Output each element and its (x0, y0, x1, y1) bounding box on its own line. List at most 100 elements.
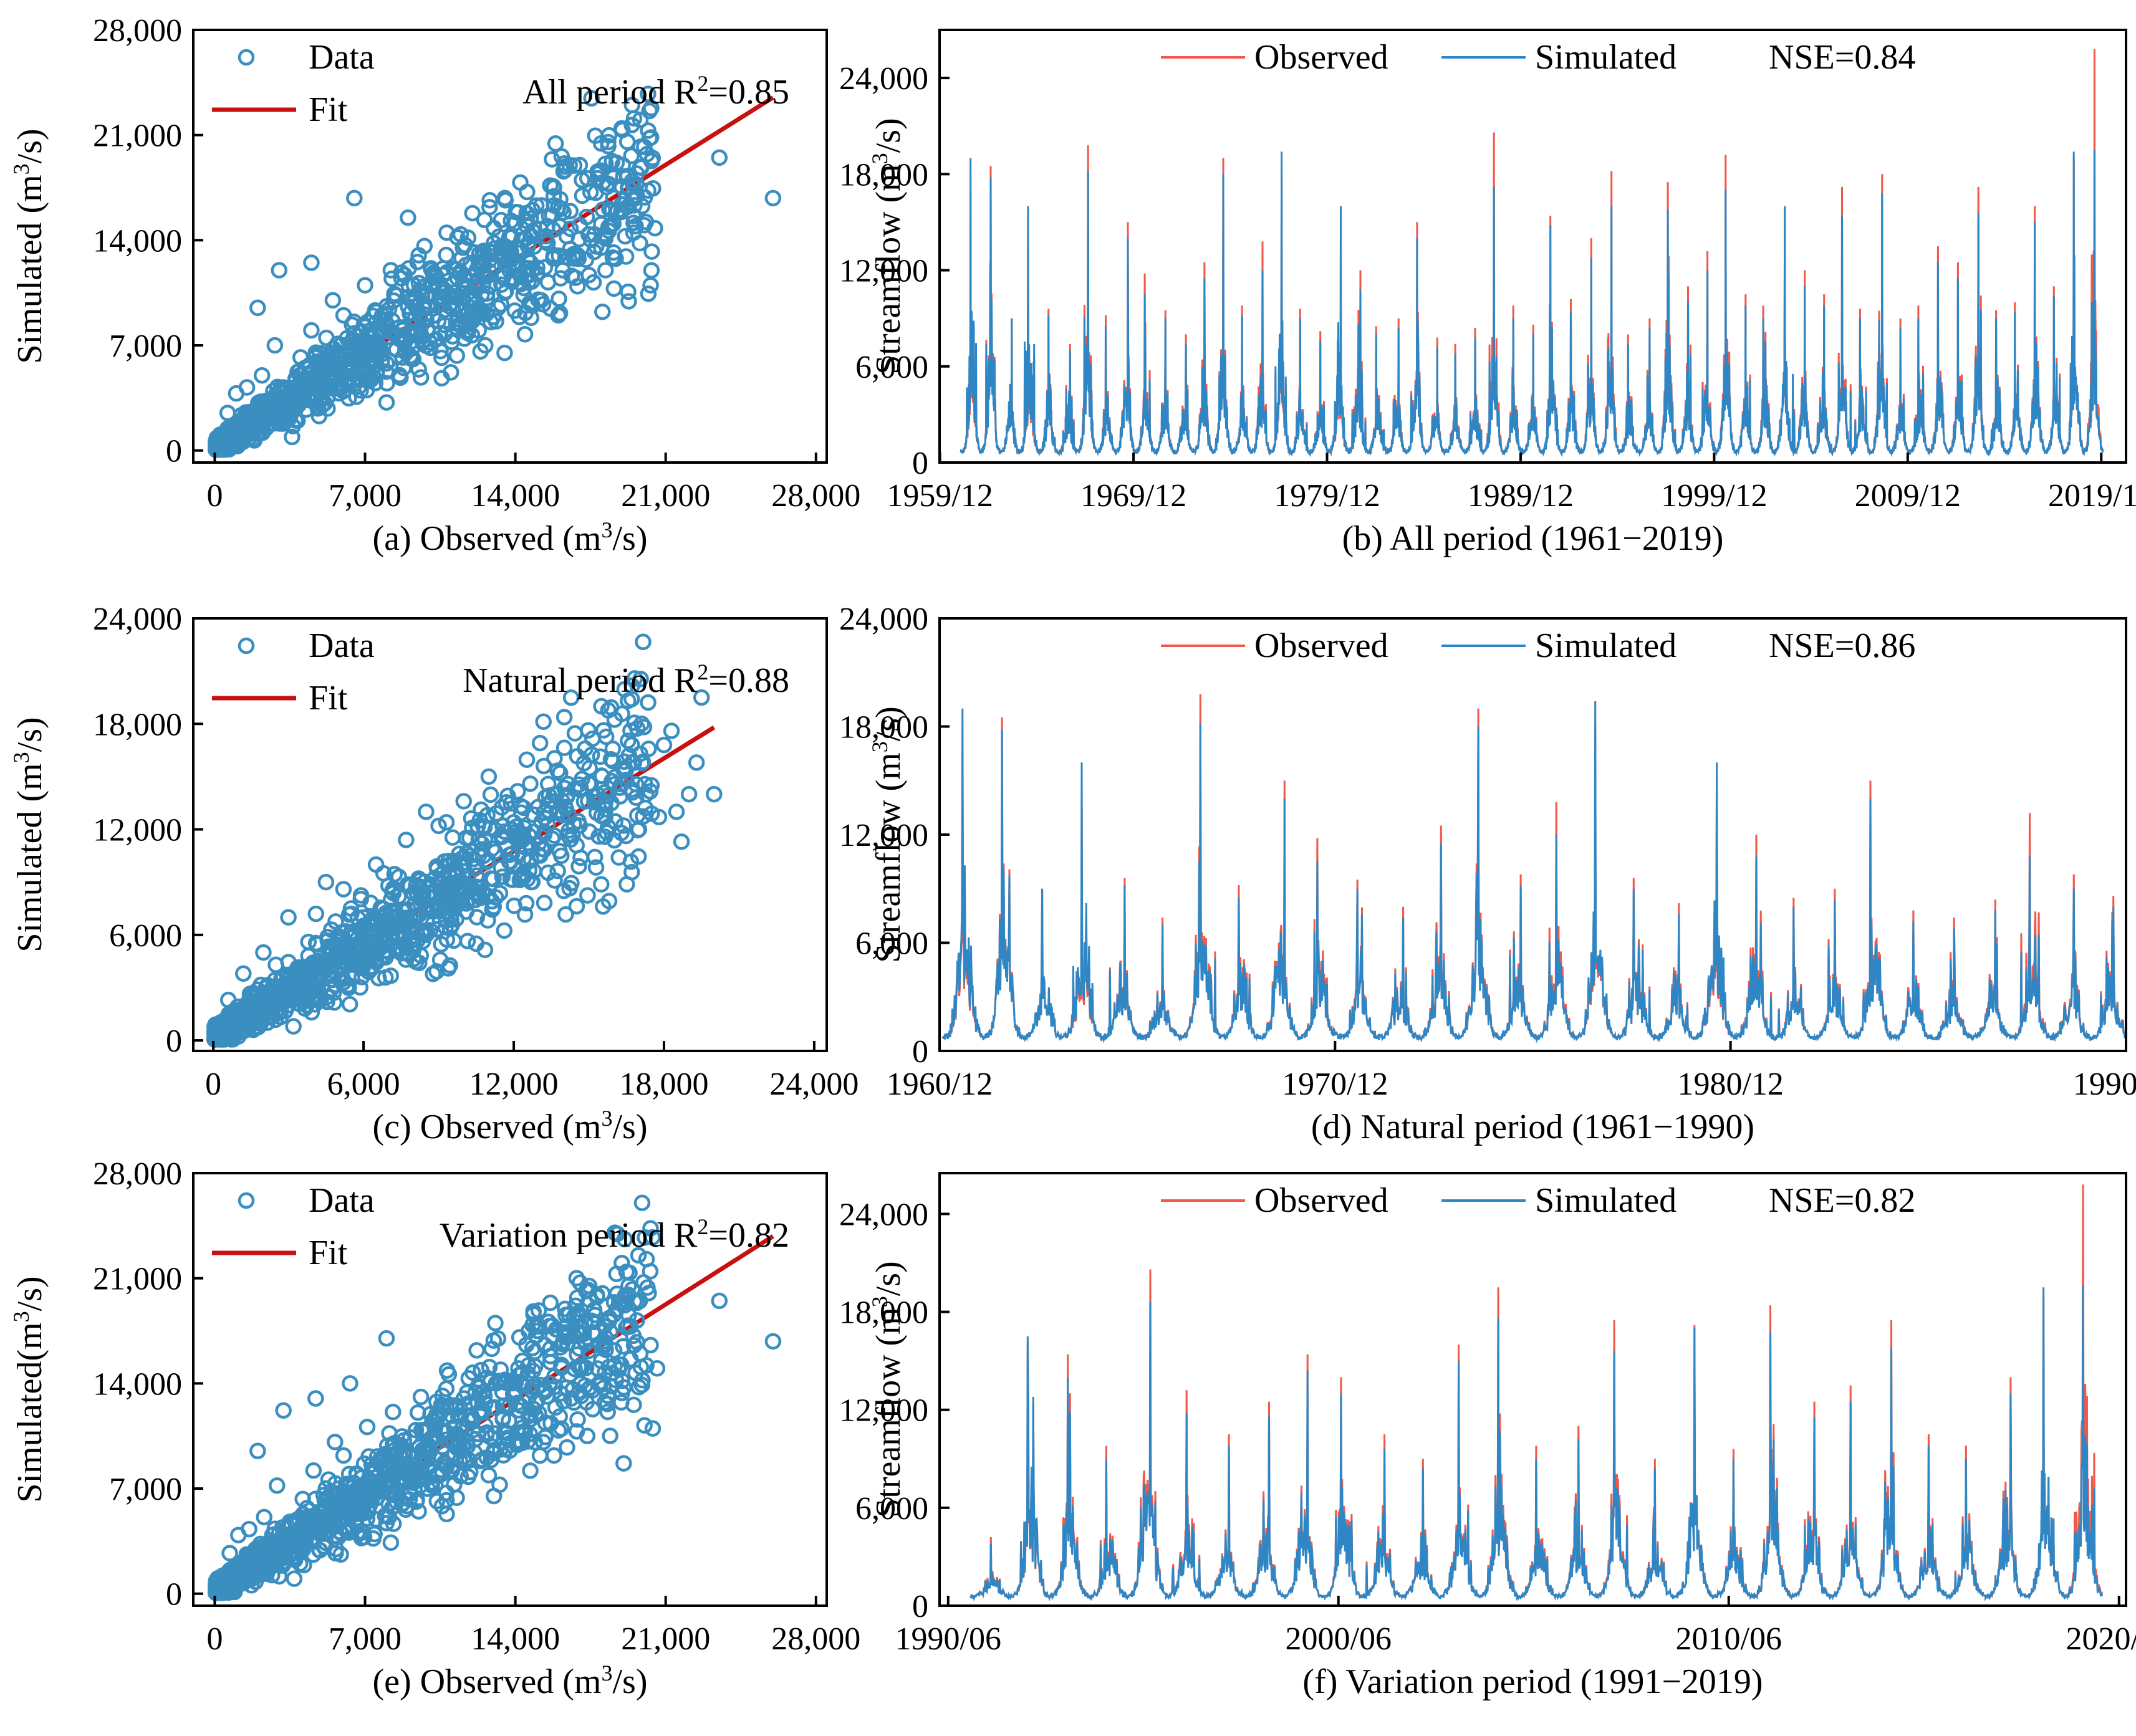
data-point (461, 829, 478, 846)
data-point (386, 325, 403, 342)
data-point (428, 1493, 446, 1510)
data-point (544, 1328, 561, 1345)
y-tick-label: 12,000 (93, 813, 182, 848)
r2-annotation-sup: 2 (697, 71, 708, 96)
x-tick-label: 28,000 (771, 478, 860, 514)
panel-f: 1990/06 2000/06 2010/06 2020/06 0 6,000 12,000… (839, 1172, 2136, 1701)
data-point (377, 942, 394, 959)
legend-fit-label: Fit (309, 679, 348, 717)
data-point (351, 372, 368, 388)
legend-data-marker (238, 1192, 255, 1209)
data-point (501, 1412, 517, 1429)
data-point (416, 922, 433, 939)
data-point (360, 1490, 378, 1507)
panel-b: 1959/12 1969/12 1979/12 1989/12 1999/12 2009/… (839, 29, 2136, 558)
data-point (469, 885, 487, 901)
x-axis-title: (a) Observed (m3/s) (373, 517, 648, 558)
data-point (632, 1345, 649, 1362)
data-point (221, 1025, 238, 1042)
data-point (680, 785, 698, 803)
data-point (623, 117, 640, 133)
x-axis-title-sup: 3 (601, 517, 612, 542)
data-point (368, 1489, 385, 1507)
x-axis-title-sup: 3 (601, 1661, 612, 1686)
plot-area-a (207, 85, 782, 458)
data-point (711, 149, 728, 166)
axes-frame (938, 29, 2127, 464)
nse-annotation: NSE=0.82 (1769, 1181, 1915, 1220)
data-point (406, 896, 423, 913)
data-point (644, 1420, 661, 1437)
data-point (431, 951, 449, 969)
data-point (450, 874, 467, 891)
data-point (562, 689, 580, 706)
data-point (589, 1288, 605, 1306)
x-tick-label: 21,000 (621, 1621, 710, 1657)
r2-annotation: All period R2=0.85 (522, 71, 789, 112)
data-point (381, 1425, 398, 1442)
data-point (609, 202, 626, 219)
data-point (340, 390, 357, 407)
data-point (764, 1333, 782, 1350)
legend-fit-label: Fit (309, 1234, 348, 1272)
data-point (275, 1402, 292, 1419)
data-point (764, 189, 782, 207)
data-point (581, 759, 598, 777)
data-point (668, 803, 685, 820)
x-tick-label: 1960/12 (887, 1067, 993, 1102)
x-tick-label: 7,000 (329, 478, 402, 514)
data-point (402, 347, 419, 365)
data-point (522, 1405, 539, 1422)
data-point (407, 953, 425, 971)
data-point (445, 853, 462, 870)
data-point (344, 970, 360, 987)
legend-simulated-label: Simulated (1535, 1181, 1677, 1220)
data-point (504, 269, 521, 286)
plot-area-e (207, 1194, 782, 1601)
data-point (313, 364, 330, 381)
data-point (602, 217, 619, 234)
data-point (549, 862, 566, 880)
y-axis-title-unit: /s) (869, 118, 908, 153)
data-point (516, 326, 534, 343)
data-point (402, 916, 420, 934)
data-point (551, 305, 569, 322)
data-point (235, 965, 252, 982)
legend-data-label: Data (309, 38, 375, 77)
data-point (635, 633, 652, 650)
data-point (485, 219, 503, 237)
data-point (540, 775, 557, 792)
data-point (483, 870, 499, 887)
data-point (630, 1247, 647, 1264)
data-point (274, 415, 291, 432)
x-axis-title-text: (a) Observed (m (373, 519, 602, 558)
panel-a: 0 7,000 14,000 21,000 28,000 0 7,000 14,000 21,0… (9, 13, 860, 558)
data-point (402, 1470, 418, 1487)
data-point (428, 860, 446, 878)
y-tick-label: 0 (166, 1024, 182, 1059)
data-point (255, 944, 272, 961)
data-point (208, 438, 224, 454)
r2-annotation-sup: 2 (697, 1214, 708, 1239)
data-point (633, 1194, 651, 1211)
data-point (637, 1229, 653, 1246)
y-tick-label: 0 (912, 1034, 928, 1070)
data-point (596, 1336, 613, 1353)
data-point (417, 1441, 434, 1457)
data-point (640, 285, 657, 302)
r2-annotation-value: =0.85 (708, 73, 789, 112)
data-point (377, 1473, 395, 1490)
data-point (550, 1422, 567, 1439)
data-point (625, 754, 643, 771)
y-axis-title-text: Simulated (m (11, 763, 49, 952)
data-point (497, 192, 514, 209)
data-point (636, 1417, 653, 1434)
data-point (372, 899, 390, 916)
data-point (228, 385, 245, 402)
data-point (620, 1277, 637, 1294)
data-point (584, 730, 601, 747)
y-axis-title-unit: /s) (869, 706, 908, 741)
data-point (512, 798, 529, 815)
data-point (453, 318, 470, 335)
legend-simulated-label: Simulated (1535, 38, 1677, 77)
